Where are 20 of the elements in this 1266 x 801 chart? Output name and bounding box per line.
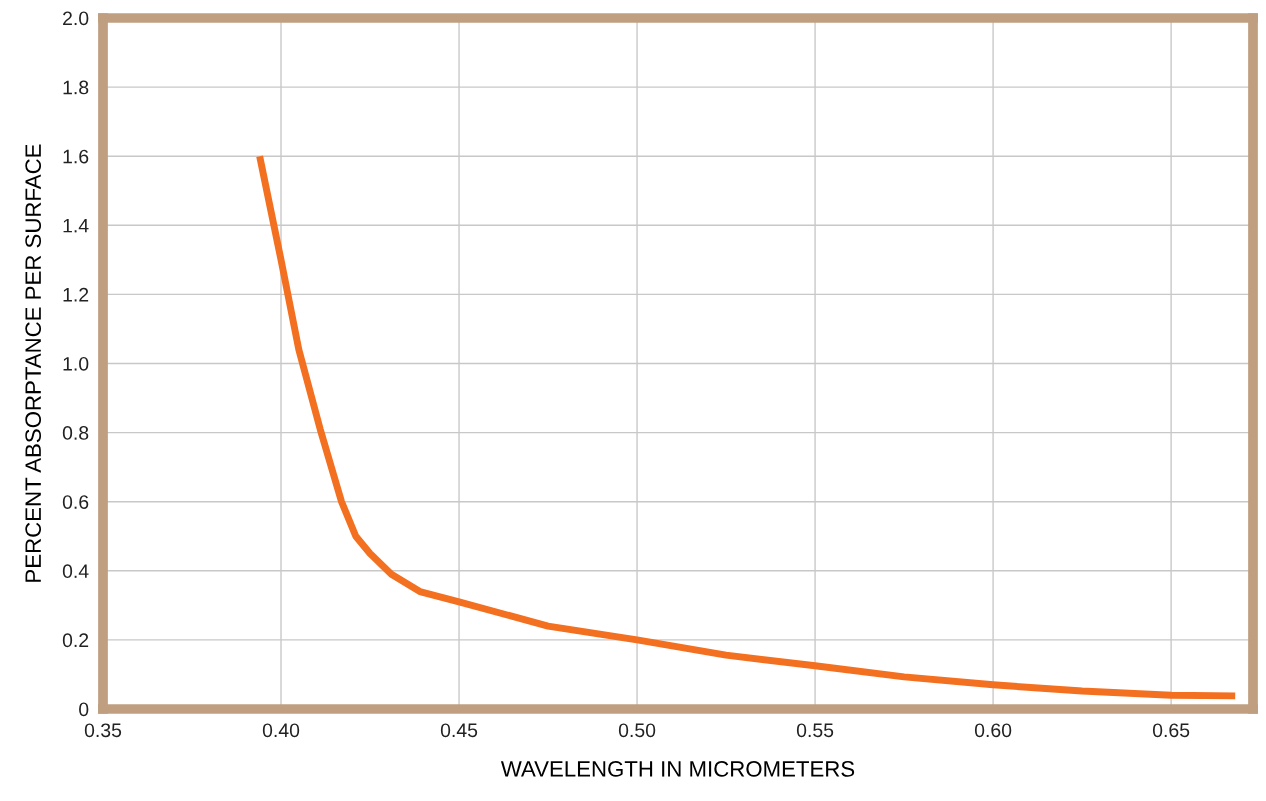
x-tick-label: 0.35: [84, 723, 122, 738]
y-tick-label: 1.2: [63, 287, 89, 302]
y-tick-label: 1.0: [63, 356, 89, 371]
y-tick-label: 2.0: [63, 11, 89, 26]
y-tick-label: 1.6: [63, 149, 89, 164]
y-tick-label: 0.4: [62, 564, 89, 579]
x-tick-label: 0.40: [262, 723, 300, 738]
y-tick-label: 1.4: [63, 218, 89, 233]
x-tick-label: 0.45: [440, 723, 478, 738]
x-axis-title: WAVELENGTH IN MICROMETERS: [500, 761, 855, 777]
y-tick-label: 0.2: [62, 633, 89, 648]
x-tick-label: 0.55: [796, 723, 834, 738]
y-tick-label: 1.8: [63, 80, 89, 95]
x-tick-label: 0.65: [1152, 723, 1190, 738]
x-tick-label: 0.60: [974, 723, 1012, 738]
y-tick-label: 0.6: [62, 495, 89, 509]
x-tick-label: 0.50: [618, 723, 656, 738]
y-tick-label: 0: [79, 702, 89, 717]
y-axis-title: PERCENT ABSORPTANCE PER SURFACE: [25, 144, 42, 582]
y-tick-label: 0.8: [62, 426, 89, 440]
